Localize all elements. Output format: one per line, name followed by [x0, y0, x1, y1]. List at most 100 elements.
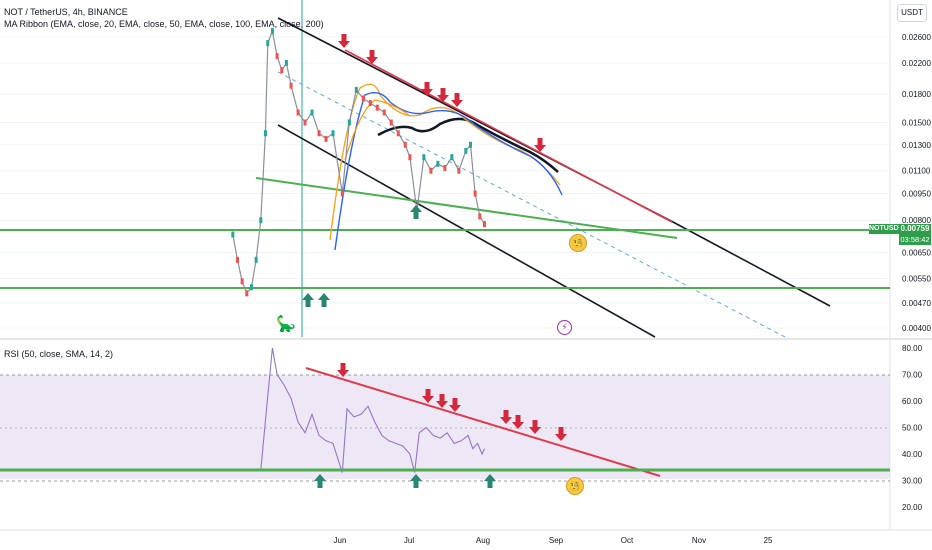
candle	[408, 154, 412, 161]
ema-200-line	[377, 117, 559, 173]
price-tick-label: 0.00400	[902, 324, 931, 333]
red-resistance-line[interactable]	[344, 49, 673, 223]
price-tag-countdown: 03:58:42	[899, 234, 931, 245]
rsi-tick-label: 80.00	[902, 344, 923, 353]
price-tag-symbol: NOTUSDT	[869, 224, 903, 234]
candle	[249, 284, 253, 291]
candle	[361, 95, 365, 102]
rsi-line	[260, 347, 486, 473]
candle	[317, 130, 321, 137]
indicator-label[interactable]: MA Ribbon (EMA, close, 20, EMA, close, 5…	[4, 19, 324, 29]
time-tick-label: Jul	[404, 536, 414, 545]
price-tag-value: 0.00759	[899, 224, 931, 234]
candle	[464, 147, 468, 154]
ema-50-line	[334, 92, 563, 251]
candle	[296, 109, 300, 116]
price-tick-label: 0.01300	[902, 141, 931, 150]
candle	[347, 119, 351, 126]
candle	[429, 167, 433, 174]
rsi-tick-label: 40.00	[902, 450, 923, 459]
candle	[310, 109, 314, 116]
chart-title[interactable]: NOT / TetherUS, 4h, BINANCE	[4, 7, 128, 17]
face-with-monocle-icon[interactable]: 🧐	[566, 477, 584, 495]
down-arrow-icon	[534, 138, 546, 152]
candle	[354, 86, 358, 93]
last-price-tag: NOTUSDT 0.00759 03:58:42	[869, 224, 931, 245]
candle	[457, 167, 461, 174]
lightning-bolt-icon[interactable]: ⚡	[557, 320, 572, 335]
rsi-trendline[interactable]	[305, 367, 661, 477]
candle	[254, 256, 258, 263]
candle	[231, 231, 235, 238]
green-trendline[interactable]	[255, 177, 678, 239]
down-arrow-icon	[529, 420, 541, 434]
time-tick-label: Jun	[334, 536, 347, 545]
rsi-band	[0, 375, 890, 479]
time-tick-label: Oct	[621, 536, 634, 545]
down-arrow-icon	[449, 398, 461, 412]
candle	[275, 53, 279, 60]
up-arrow-icon	[484, 474, 496, 488]
price-tick-label: 0.00550	[902, 274, 931, 283]
candle	[331, 130, 335, 137]
candle	[375, 104, 379, 111]
down-arrow-icon	[451, 93, 463, 107]
rsi-tick-label: 30.00	[902, 477, 923, 486]
rsi-tick-label: 20.00	[902, 503, 923, 512]
rsi-series	[260, 347, 486, 473]
candle	[289, 82, 293, 89]
candle	[382, 109, 386, 116]
candle	[259, 217, 263, 224]
face-with-monocle-icon[interactable]: 🧐	[569, 234, 587, 252]
rsi-tick-label: 70.00	[902, 371, 923, 380]
currency-selector[interactable]: USDT	[897, 4, 927, 22]
candle	[270, 28, 274, 35]
candle	[473, 190, 477, 197]
down-arrow-icon	[421, 82, 433, 96]
down-arrow-icon	[422, 389, 434, 403]
price-tick-label: 0.01100	[902, 167, 931, 176]
down-arrow-icon	[555, 427, 567, 441]
ema-100-line	[344, 99, 411, 161]
rsi-axis-ticks: 80.00 70.00 60.00 50.00 40.00 30.00 20.00	[902, 344, 923, 512]
down-arrow-icon	[512, 415, 524, 429]
down-arrow-icon	[437, 88, 449, 102]
candle	[235, 256, 239, 263]
time-tick-label: 25	[764, 536, 773, 545]
up-arrow-icon	[314, 474, 326, 488]
down-arrow-icon	[338, 34, 350, 48]
candle	[403, 141, 407, 148]
candle	[280, 67, 284, 74]
price-tick-label: 0.00470	[902, 299, 931, 308]
dinosaur-logo-icon[interactable]: 🦕	[276, 316, 296, 333]
candle	[389, 119, 393, 126]
time-tick-label: Sep	[549, 536, 564, 545]
candle	[396, 130, 400, 137]
candle	[482, 221, 486, 228]
rsi-tick-label: 50.00	[902, 424, 923, 433]
price-tick-label: 0.02600	[902, 33, 931, 42]
rsi-title[interactable]: RSI (50, close, SMA, 14, 2)	[4, 349, 114, 359]
price-series	[231, 28, 486, 297]
price-tick-label: 0.00800	[902, 216, 931, 225]
down-arrow-icon	[337, 363, 349, 377]
candle	[422, 154, 426, 161]
candle	[436, 160, 440, 167]
candle	[443, 164, 447, 171]
upper-channel-extension[interactable]	[672, 221, 831, 307]
candle	[324, 135, 328, 142]
candle	[263, 130, 267, 137]
price-tick-label: 0.00950	[902, 190, 931, 199]
candle	[468, 141, 472, 148]
up-arrow-icon	[410, 205, 422, 219]
up-arrow-icon	[302, 293, 314, 307]
up-arrow-icon	[410, 474, 422, 488]
candle	[240, 278, 244, 285]
drawings-price[interactable]	[0, 17, 890, 338]
down-arrow-icon	[366, 50, 378, 64]
up-arrow-icon	[318, 293, 330, 307]
candle	[266, 40, 270, 47]
candle	[340, 190, 344, 197]
candle	[303, 119, 307, 126]
